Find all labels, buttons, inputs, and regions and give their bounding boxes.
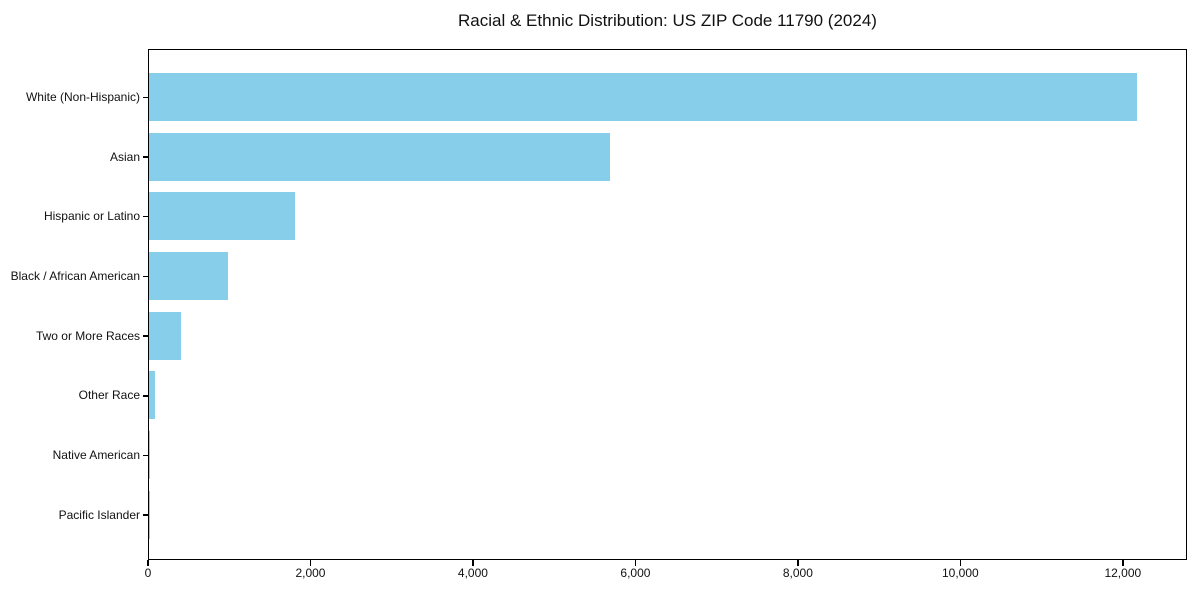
x-tick-mark — [634, 560, 637, 566]
x-tick-label: 2,000 — [295, 566, 326, 580]
bar-two-or-more-races — [149, 311, 182, 360]
y-tick-mark — [142, 395, 148, 397]
plot-area — [148, 49, 1187, 560]
y-tick-mark — [142, 335, 148, 337]
y-tick-mark — [142, 156, 148, 158]
x-tick-mark — [797, 560, 799, 566]
y-tick-mark — [142, 215, 148, 218]
y-tick-label: Black / African American — [10, 268, 140, 283]
y-tick-label: Native American — [52, 448, 140, 462]
x-tick-label: 10,000 — [941, 566, 979, 580]
x-tick-label: 0 — [144, 566, 152, 580]
bar-native-american — [149, 431, 150, 479]
y-tick-label: Hispanic or Latino — [43, 209, 140, 224]
y-tick-mark — [142, 275, 148, 278]
y-tick-mark — [142, 514, 148, 516]
y-tick-label: White (Non-Hispanic) — [25, 89, 140, 104]
y-tick-label: Pacific Islander — [58, 507, 140, 522]
chart-title: Racial & Ethnic Distribution: US ZIP Cod… — [458, 11, 877, 30]
bar-asian — [149, 132, 611, 181]
x-tick-mark — [309, 560, 312, 566]
x-tick-mark — [147, 560, 149, 566]
x-tick-label: 12,000 — [1104, 566, 1142, 580]
x-tick-mark — [959, 560, 962, 566]
y-tick-label: Asian — [109, 149, 140, 164]
bar-other-race — [149, 371, 155, 420]
y-tick-mark — [142, 96, 148, 99]
y-tick-mark — [142, 454, 148, 457]
x-tick-mark — [1122, 560, 1124, 566]
x-tick-label: 4,000 — [457, 566, 488, 580]
y-tick-label: Two or More Races — [35, 328, 140, 343]
x-tick-mark — [472, 560, 474, 566]
bar-hispanic-or-latino — [149, 192, 295, 241]
x-tick-label: 8,000 — [782, 566, 813, 580]
bar-black-african-american — [149, 251, 228, 300]
x-tick-label: 6,000 — [620, 566, 651, 580]
y-tick-label: Other Race — [78, 388, 140, 403]
bar-white-non-hispanic — [149, 72, 1137, 121]
